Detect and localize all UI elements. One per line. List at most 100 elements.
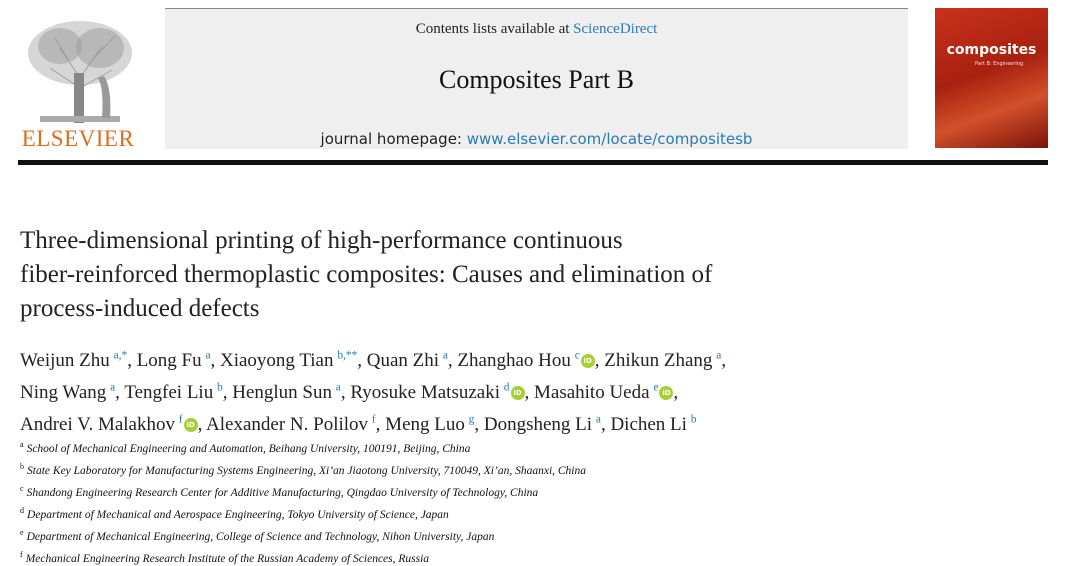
orcid-icon: iD bbox=[580, 354, 595, 369]
separator: , bbox=[447, 350, 453, 372]
author-affil-mark: a bbox=[716, 350, 722, 362]
author-name: Masahito Ueda bbox=[534, 382, 650, 404]
author: Zhikun Zhang a, bbox=[604, 350, 726, 371]
affiliation-mark: a bbox=[20, 440, 24, 449]
affiliation: c Shandong Engineering Research Center fo… bbox=[20, 480, 604, 502]
publisher: ELSEVIER bbox=[21, 126, 135, 151]
author-name: Alexander N. Polilov bbox=[206, 413, 369, 435]
author-name: Andrei V. Malakhov bbox=[20, 413, 175, 435]
separator: , bbox=[222, 382, 228, 404]
author: Long Fu a, bbox=[137, 350, 220, 371]
author: Quan Zhi a, bbox=[367, 350, 458, 371]
authors: Weijun Zhu a,*, Long Fu a, Xiaoyong Tian… bbox=[20, 343, 726, 438]
separator: , bbox=[197, 413, 203, 435]
affiliation: f Mechanical Engineering Research Institu… bbox=[20, 546, 604, 566]
affiliation-mark: b bbox=[20, 462, 25, 472]
separator: , bbox=[127, 350, 132, 372]
author-affil-mark: f bbox=[178, 413, 183, 426]
affiliations: a School of Mechanical Engineering and Au… bbox=[20, 436, 604, 566]
separator: , bbox=[524, 382, 530, 404]
author-name: Dongsheng Li bbox=[483, 413, 593, 435]
author: Ryosuke Matsuzaki d iD, bbox=[350, 382, 534, 403]
author-name: Long Fu bbox=[136, 350, 202, 372]
author-name: Tengfei Liu bbox=[124, 382, 214, 404]
article-title: Three-dimensional printing of high-perfo… bbox=[20, 224, 712, 326]
homepage-line: journal homepage: www.elsevier.com/locat… bbox=[165, 130, 908, 148]
homepage-link[interactable]: www.elsevier.com/locate/compositesb bbox=[466, 130, 753, 148]
cover-subtitle: Part B: Engineering bbox=[975, 61, 1024, 67]
author-affil-mark: e bbox=[653, 381, 659, 394]
orcid-icon: iD bbox=[183, 417, 198, 432]
author: Dichen Li b bbox=[610, 414, 696, 435]
author-name: Henglun Sun bbox=[232, 382, 332, 404]
author-name: Zhikun Zhang bbox=[604, 350, 713, 372]
separator: , bbox=[357, 350, 362, 372]
affiliation: a School of Mechanical Engineering and Au… bbox=[20, 436, 604, 458]
title-line: process-induced defects bbox=[20, 295, 260, 322]
affiliation-text: Department of Mechanical Engineering, Co… bbox=[26, 530, 495, 543]
author: Dongsheng Li a, bbox=[484, 414, 611, 435]
author-affil-mark: a bbox=[335, 381, 341, 394]
author-affil-mark: a,* bbox=[113, 350, 128, 362]
separator: , bbox=[594, 350, 600, 372]
affiliation-text: State Key Laboratory for Manufacturing S… bbox=[27, 464, 586, 477]
title-line: fiber-reinforced thermoplastic composite… bbox=[20, 261, 713, 288]
affiliation-mark: d bbox=[20, 506, 25, 516]
separator: , bbox=[673, 382, 679, 404]
cover-title: composites bbox=[946, 42, 1037, 58]
author-affil-mark: a bbox=[442, 350, 448, 362]
author: Alexander N. Polilov f, bbox=[206, 414, 385, 435]
author-affil-mark: d bbox=[503, 381, 510, 394]
author-affil-mark: b bbox=[217, 381, 223, 394]
separator: , bbox=[600, 413, 606, 435]
author-affil-mark: b bbox=[690, 413, 697, 426]
affiliation: e Department of Mechanical Engineering, C… bbox=[20, 524, 604, 546]
separator: , bbox=[210, 350, 216, 372]
author: Weijun Zhu a,*, bbox=[20, 350, 137, 371]
author: Xiaoyong Tian b,**, bbox=[220, 350, 367, 371]
journal-cover: composites Part B: Engineering bbox=[935, 8, 1048, 148]
author: Andrei V. Malakhov f iD, bbox=[20, 414, 206, 435]
title-line: Three-dimensional printing of high-perfo… bbox=[20, 227, 623, 254]
header-rule bbox=[18, 160, 1048, 165]
author: Meng Luo g, bbox=[385, 414, 484, 435]
author-affil-mark: a bbox=[110, 381, 116, 394]
contents-line: Contents lists available at ScienceDirec… bbox=[165, 21, 908, 38]
separator: , bbox=[721, 350, 727, 372]
author-affil-mark: f bbox=[371, 413, 376, 426]
author: Tengfei Liu b, bbox=[124, 382, 232, 403]
author-affil-mark: c bbox=[574, 350, 580, 362]
journal-banner: Contents lists available at ScienceDirec… bbox=[165, 8, 908, 149]
affiliation-mark: c bbox=[20, 484, 24, 494]
affiliation-mark: e bbox=[20, 528, 24, 538]
orcid-icon: iD bbox=[510, 386, 525, 401]
separator: , bbox=[474, 413, 480, 435]
author-name: Xiaoyong Tian bbox=[220, 350, 334, 372]
affiliation-text: Shandong Engineering Research Center for… bbox=[26, 486, 539, 499]
affiliation-mark: f bbox=[20, 550, 23, 560]
author-affil-mark: a bbox=[205, 350, 211, 362]
publisher-logo bbox=[28, 21, 132, 124]
author: Zhanghao Hou c iD, bbox=[457, 350, 604, 371]
orcid-icon: iD bbox=[659, 386, 674, 401]
homepage-prefix: journal homepage: bbox=[320, 130, 462, 148]
affiliation-text: School of Mechanical Engineering and Aut… bbox=[26, 442, 471, 455]
author-name: Meng Luo bbox=[385, 413, 465, 435]
affiliation-text: Department of Mechanical and Aerospace E… bbox=[27, 508, 449, 521]
author-affil-mark: b,** bbox=[337, 350, 358, 362]
author-line: Ning Wang a, Tengfei Liu b, Henglun Sun … bbox=[20, 375, 726, 407]
author-affil-mark: a bbox=[595, 413, 601, 426]
author-name: Dichen Li bbox=[610, 413, 687, 435]
separator: , bbox=[340, 382, 346, 404]
author: Ning Wang a, bbox=[20, 382, 124, 403]
contents-prefix: Contents lists available at bbox=[415, 21, 570, 37]
author: Henglun Sun a, bbox=[232, 382, 350, 403]
affiliation: d Department of Mechanical and Aerospace … bbox=[20, 502, 604, 524]
author-name: Quan Zhi bbox=[366, 350, 440, 372]
author-line: Andrei V. Malakhov f iD, Alexander N. Pol… bbox=[20, 407, 726, 439]
author-name: Ryosuke Matsuzaki bbox=[350, 382, 500, 404]
contents-link[interactable]: ScienceDirect bbox=[573, 21, 658, 37]
author-name: Zhanghao Hou bbox=[457, 350, 571, 372]
journal-name: Composites Part B bbox=[438, 65, 634, 94]
